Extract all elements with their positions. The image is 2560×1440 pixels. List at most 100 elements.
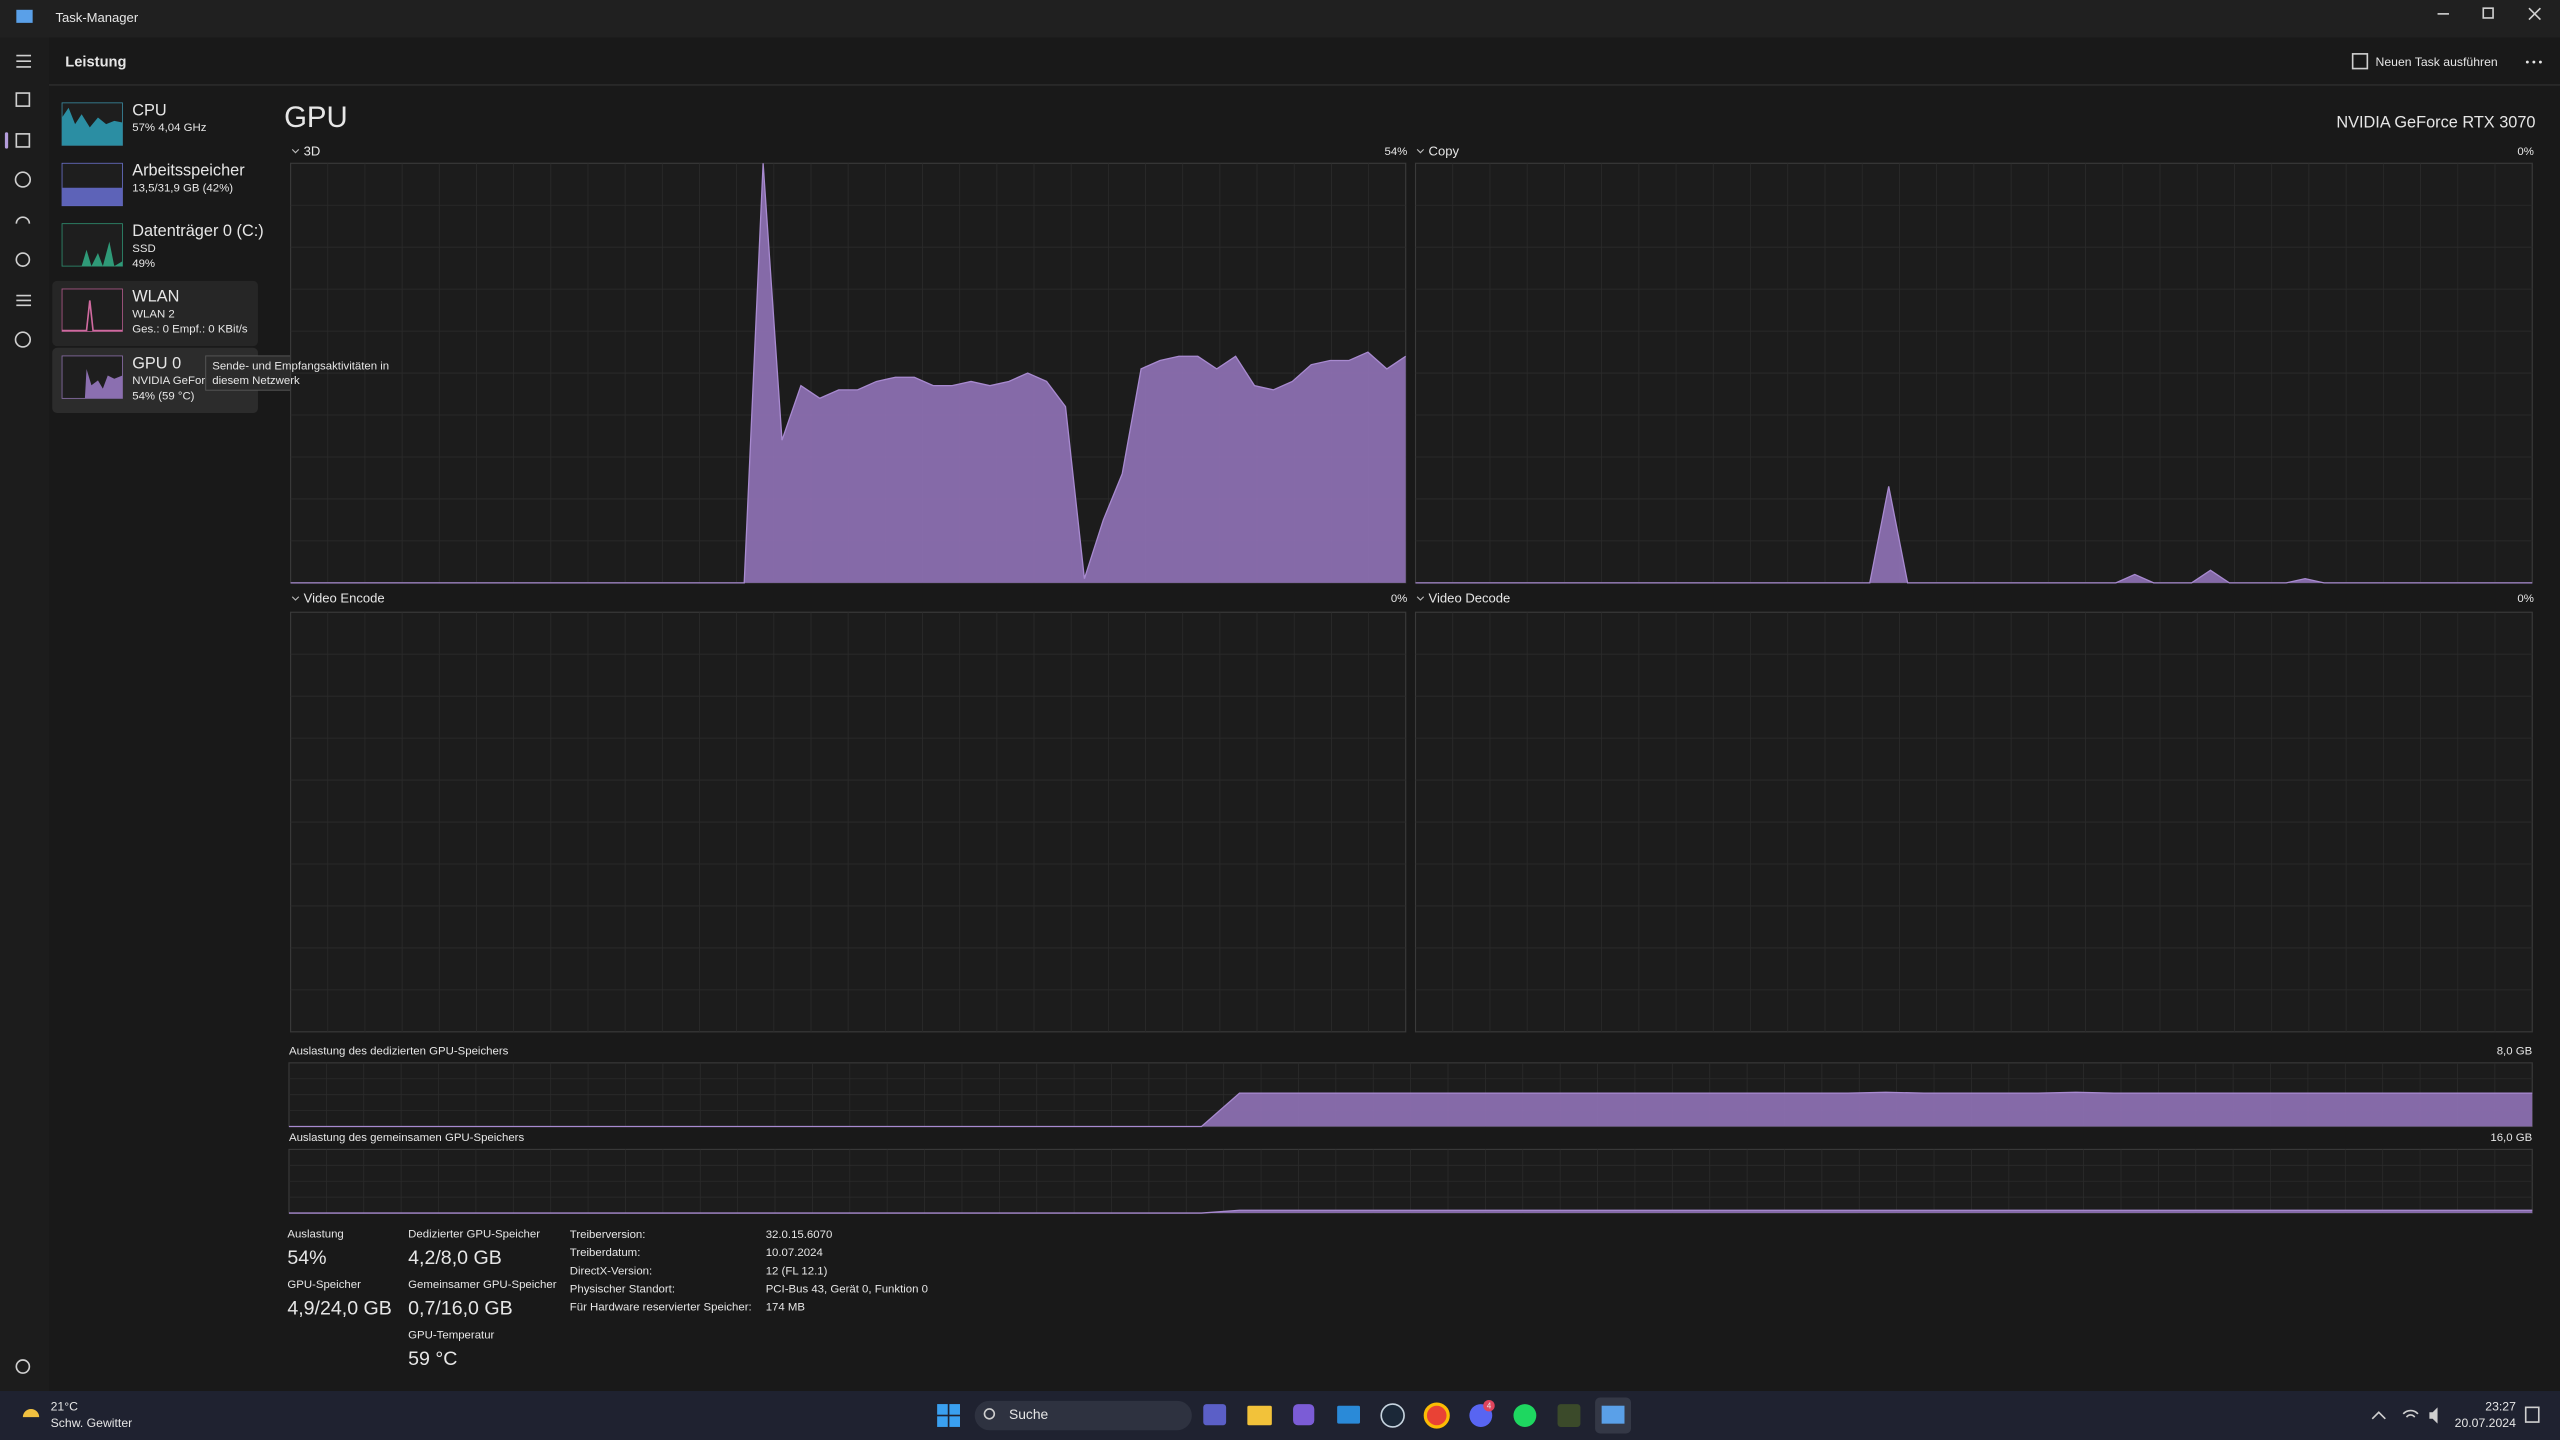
- sidebar-item-name[interactable]: WLAN: [132, 287, 179, 305]
- sidebar-thumbnails: [61, 102, 123, 399]
- detail-label: DirectX-Version:: [570, 1265, 652, 1277]
- adapter-name: NVIDIA GeForce RTX 3070: [2336, 114, 2535, 132]
- graph-label: Copy: [1429, 143, 1460, 158]
- graph-reading: 54%: [1385, 146, 1408, 158]
- detail-value: PCI-Bus 43, Gerät 0, Funktion 0: [766, 1283, 928, 1295]
- sidebar-item-detail: 54% (59 °C): [132, 390, 194, 402]
- memory-area-line: [288, 1209, 2533, 1214]
- restore[interactable]: [2482, 7, 2494, 19]
- memory-area-fill: [288, 1092, 2533, 1127]
- weather-desc: Schw. Gewitter: [51, 1416, 133, 1430]
- more-button[interactable]: [2525, 60, 2542, 64]
- nav-startup[interactable]: [15, 216, 31, 224]
- taskbar-icons[interactable]: [22, 1397, 2540, 1434]
- detail-value: 12 (FL 12.1): [766, 1265, 828, 1277]
- close[interactable]: [2528, 7, 2541, 21]
- new-task-icon: [2351, 53, 2369, 70]
- nav-services[interactable]: [14, 331, 32, 348]
- mail[interactable]: [1337, 1405, 1360, 1424]
- sidebar-item-detail: WLAN 2: [132, 308, 174, 320]
- page-heading: GPU: [284, 101, 348, 134]
- game-app[interactable]: [1557, 1404, 1581, 1427]
- tray-overflow[interactable]: [2371, 1411, 2386, 1420]
- start-button[interactable]: [937, 1404, 960, 1427]
- nav-rail: [0, 37, 49, 1392]
- graph-label: Video Encode: [304, 591, 385, 606]
- graph-label: Video Decode: [1429, 591, 1511, 606]
- sidebar-item-detail: 57% 4,04 GHz: [132, 122, 206, 134]
- collapse-chevron: [1416, 596, 1425, 601]
- explorer[interactable]: [1247, 1405, 1272, 1426]
- new-task-button[interactable]: Neuen Task ausführen: [2376, 55, 2498, 69]
- memory-graph-max: 8,0 GB: [2497, 1045, 2533, 1057]
- graph-reading: 0%: [2517, 146, 2534, 158]
- teams[interactable]: [1203, 1404, 1227, 1426]
- stat-label: Gemeinsamer GPU-Speicher: [408, 1279, 557, 1291]
- nav-details[interactable]: [16, 294, 32, 307]
- wifi-icon[interactable]: [2402, 1409, 2419, 1418]
- clock-date: 20.07.2024: [2455, 1416, 2516, 1430]
- stat-label: Dedizierter GPU-Speicher: [408, 1228, 540, 1240]
- detail-value: 174 MB: [766, 1302, 805, 1314]
- sidebar-item-detail: SSD: [132, 243, 155, 255]
- nav-settings[interactable]: [15, 1359, 31, 1374]
- detail-label: Für Hardware reservierter Speicher:: [570, 1302, 752, 1314]
- nav-processes[interactable]: [15, 92, 31, 107]
- stat-label: GPU-Speicher: [287, 1279, 361, 1291]
- sidebar-item-detail: 13,5/31,9 GB (42%): [132, 183, 233, 195]
- taskbar: [0, 1391, 2560, 1440]
- memory-graph-label: Auslastung des gemeinsamen GPU-Speichers: [289, 1132, 525, 1144]
- detail-label: Treiberversion:: [570, 1229, 646, 1241]
- stat-label: GPU-Temperatur: [408, 1330, 494, 1342]
- stat-value: 54%: [287, 1247, 326, 1269]
- taskmanager-icon: [1601, 1405, 1625, 1424]
- nav-users[interactable]: [15, 252, 31, 267]
- nav-icons[interactable]: [14, 54, 32, 1374]
- usage-area-line: [1415, 486, 2533, 584]
- memory-graph-label: Auslastung des dedizierten GPU-Speichers: [289, 1045, 509, 1057]
- usage-area-fill: [290, 163, 1406, 583]
- nav-history[interactable]: [14, 171, 32, 188]
- usage-area-line: [290, 163, 1407, 584]
- tooltip-text: diesem Netzwerk: [212, 375, 300, 387]
- detail-label: Physischer Standort:: [570, 1283, 675, 1295]
- sidebar-item-name[interactable]: GPU 0: [132, 354, 181, 372]
- sidebar-item-name[interactable]: Datenträger 0 (C:): [132, 222, 263, 240]
- clock-time: 23:27: [2485, 1400, 2516, 1414]
- chrome[interactable]: [1423, 1402, 1450, 1429]
- stat-value: 4,9/24,0 GB: [287, 1298, 392, 1320]
- memory-area-line: [288, 1091, 2533, 1128]
- nav-selection-indicator: [4, 132, 9, 149]
- nav-performance[interactable]: [15, 133, 31, 148]
- menu-button[interactable]: [16, 54, 32, 68]
- notification-icon[interactable]: [2524, 1406, 2540, 1423]
- title-bar: [0, 0, 2560, 38]
- memory-area-fill: [288, 1210, 2533, 1214]
- sidebar-item-detail: 49%: [132, 258, 155, 270]
- graph-reading: 0%: [2517, 593, 2534, 605]
- window-controls[interactable]: [2437, 7, 2541, 21]
- stat-value: 59 °C: [408, 1348, 457, 1370]
- sidebar-item-name[interactable]: CPU: [132, 101, 166, 119]
- detail-label: Treiberdatum:: [570, 1247, 641, 1259]
- stat-value: 4,2/8,0 GB: [408, 1247, 502, 1269]
- graph-label: 3D: [304, 143, 321, 158]
- search-box[interactable]: [974, 1400, 1192, 1431]
- volume-icon[interactable]: [2429, 1407, 2438, 1424]
- graph-reading: 0%: [1391, 593, 1408, 605]
- tooltip-text: Sende- und Empfangsaktivitäten in: [212, 361, 389, 373]
- detail-value: 10.07.2024: [766, 1247, 824, 1259]
- stat-label: Auslastung: [287, 1228, 343, 1240]
- search-icon: [983, 1408, 996, 1420]
- discord-badge: [1483, 1400, 1495, 1412]
- memory-graph-max: 16,0 GB: [2490, 1132, 2532, 1144]
- sidebar-item-name[interactable]: Arbeitsspeicher: [132, 162, 245, 180]
- sidebar-item-detail: Ges.: 0 Empf.: 0 KBit/s: [132, 323, 248, 335]
- window-title: Task-Manager: [56, 10, 139, 25]
- steam[interactable]: [1380, 1403, 1405, 1428]
- spotify[interactable]: [1513, 1404, 1537, 1427]
- collapse-chevron: [291, 596, 300, 601]
- copilot[interactable]: [1293, 1404, 1315, 1426]
